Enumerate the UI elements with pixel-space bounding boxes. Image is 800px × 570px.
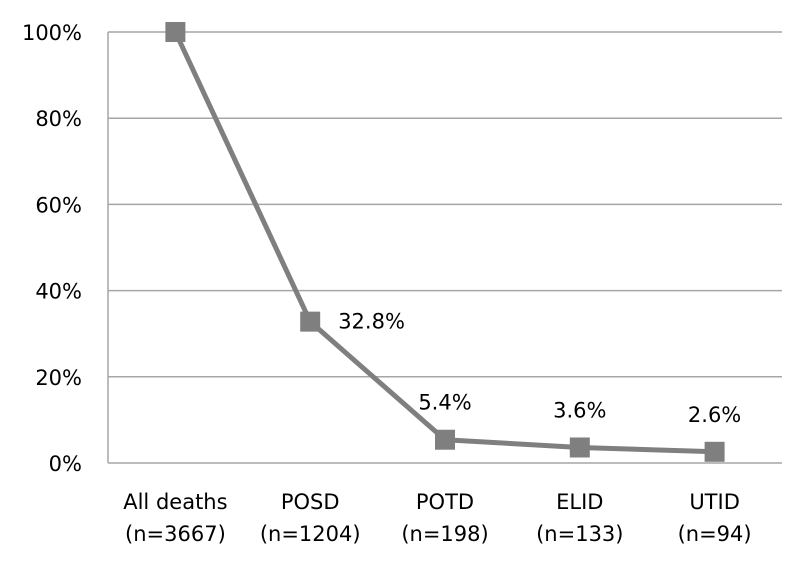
data-label: 5.4% [418,391,471,415]
data-point-marker [300,311,321,332]
x-category-label-line: (n=198) [401,522,488,546]
x-category-label-line: (n=1204) [260,522,361,546]
y-axis-tick-labels: 0% 20% 40% 60% 80% 100% [22,21,82,476]
data-label: 32.8% [338,310,405,334]
data-point-marker [569,437,590,458]
y-tick-label: 100% [22,21,82,45]
data-label: 3.6% [553,398,606,422]
x-category-label: All deaths (n=3667) [123,490,227,546]
x-category-label-line: (n=94) [678,522,752,546]
y-tick-label: 0% [49,452,82,476]
x-category-label: UTID (n=94) [678,490,752,546]
x-category-label-line: POSD [281,490,340,514]
data-point-marker [435,429,455,450]
x-category-label-line: ELID [556,490,603,514]
data-labels: 32.8% 5.4% 3.6% 2.6% [338,310,741,427]
data-label: 2.6% [688,403,741,427]
x-category-label: ELID (n=133) [536,490,623,546]
y-tick-label: 20% [35,366,82,390]
y-tick-label: 40% [35,280,82,304]
x-axis-category-labels: All deaths (n=3667) POSD (n=1204) POTD (n=198… [123,490,751,546]
data-point-marker [704,441,725,462]
data-point-marker [165,22,186,42]
series-layer [165,22,725,462]
x-category-label-line: (n=3667) [125,522,226,546]
y-tick-label: 60% [35,193,82,217]
x-category-label-line: All deaths [123,490,227,514]
x-category-label-line: UTID [689,490,740,514]
x-category-label: POTD (n=198) [401,490,488,546]
x-category-label: POSD (n=1204) [260,490,361,546]
y-tick-label: 80% [35,107,82,131]
x-category-label-line: (n=133) [536,522,623,546]
x-category-label-line: POTD [416,490,474,514]
gridlines [107,31,782,464]
series-line [173,30,715,455]
